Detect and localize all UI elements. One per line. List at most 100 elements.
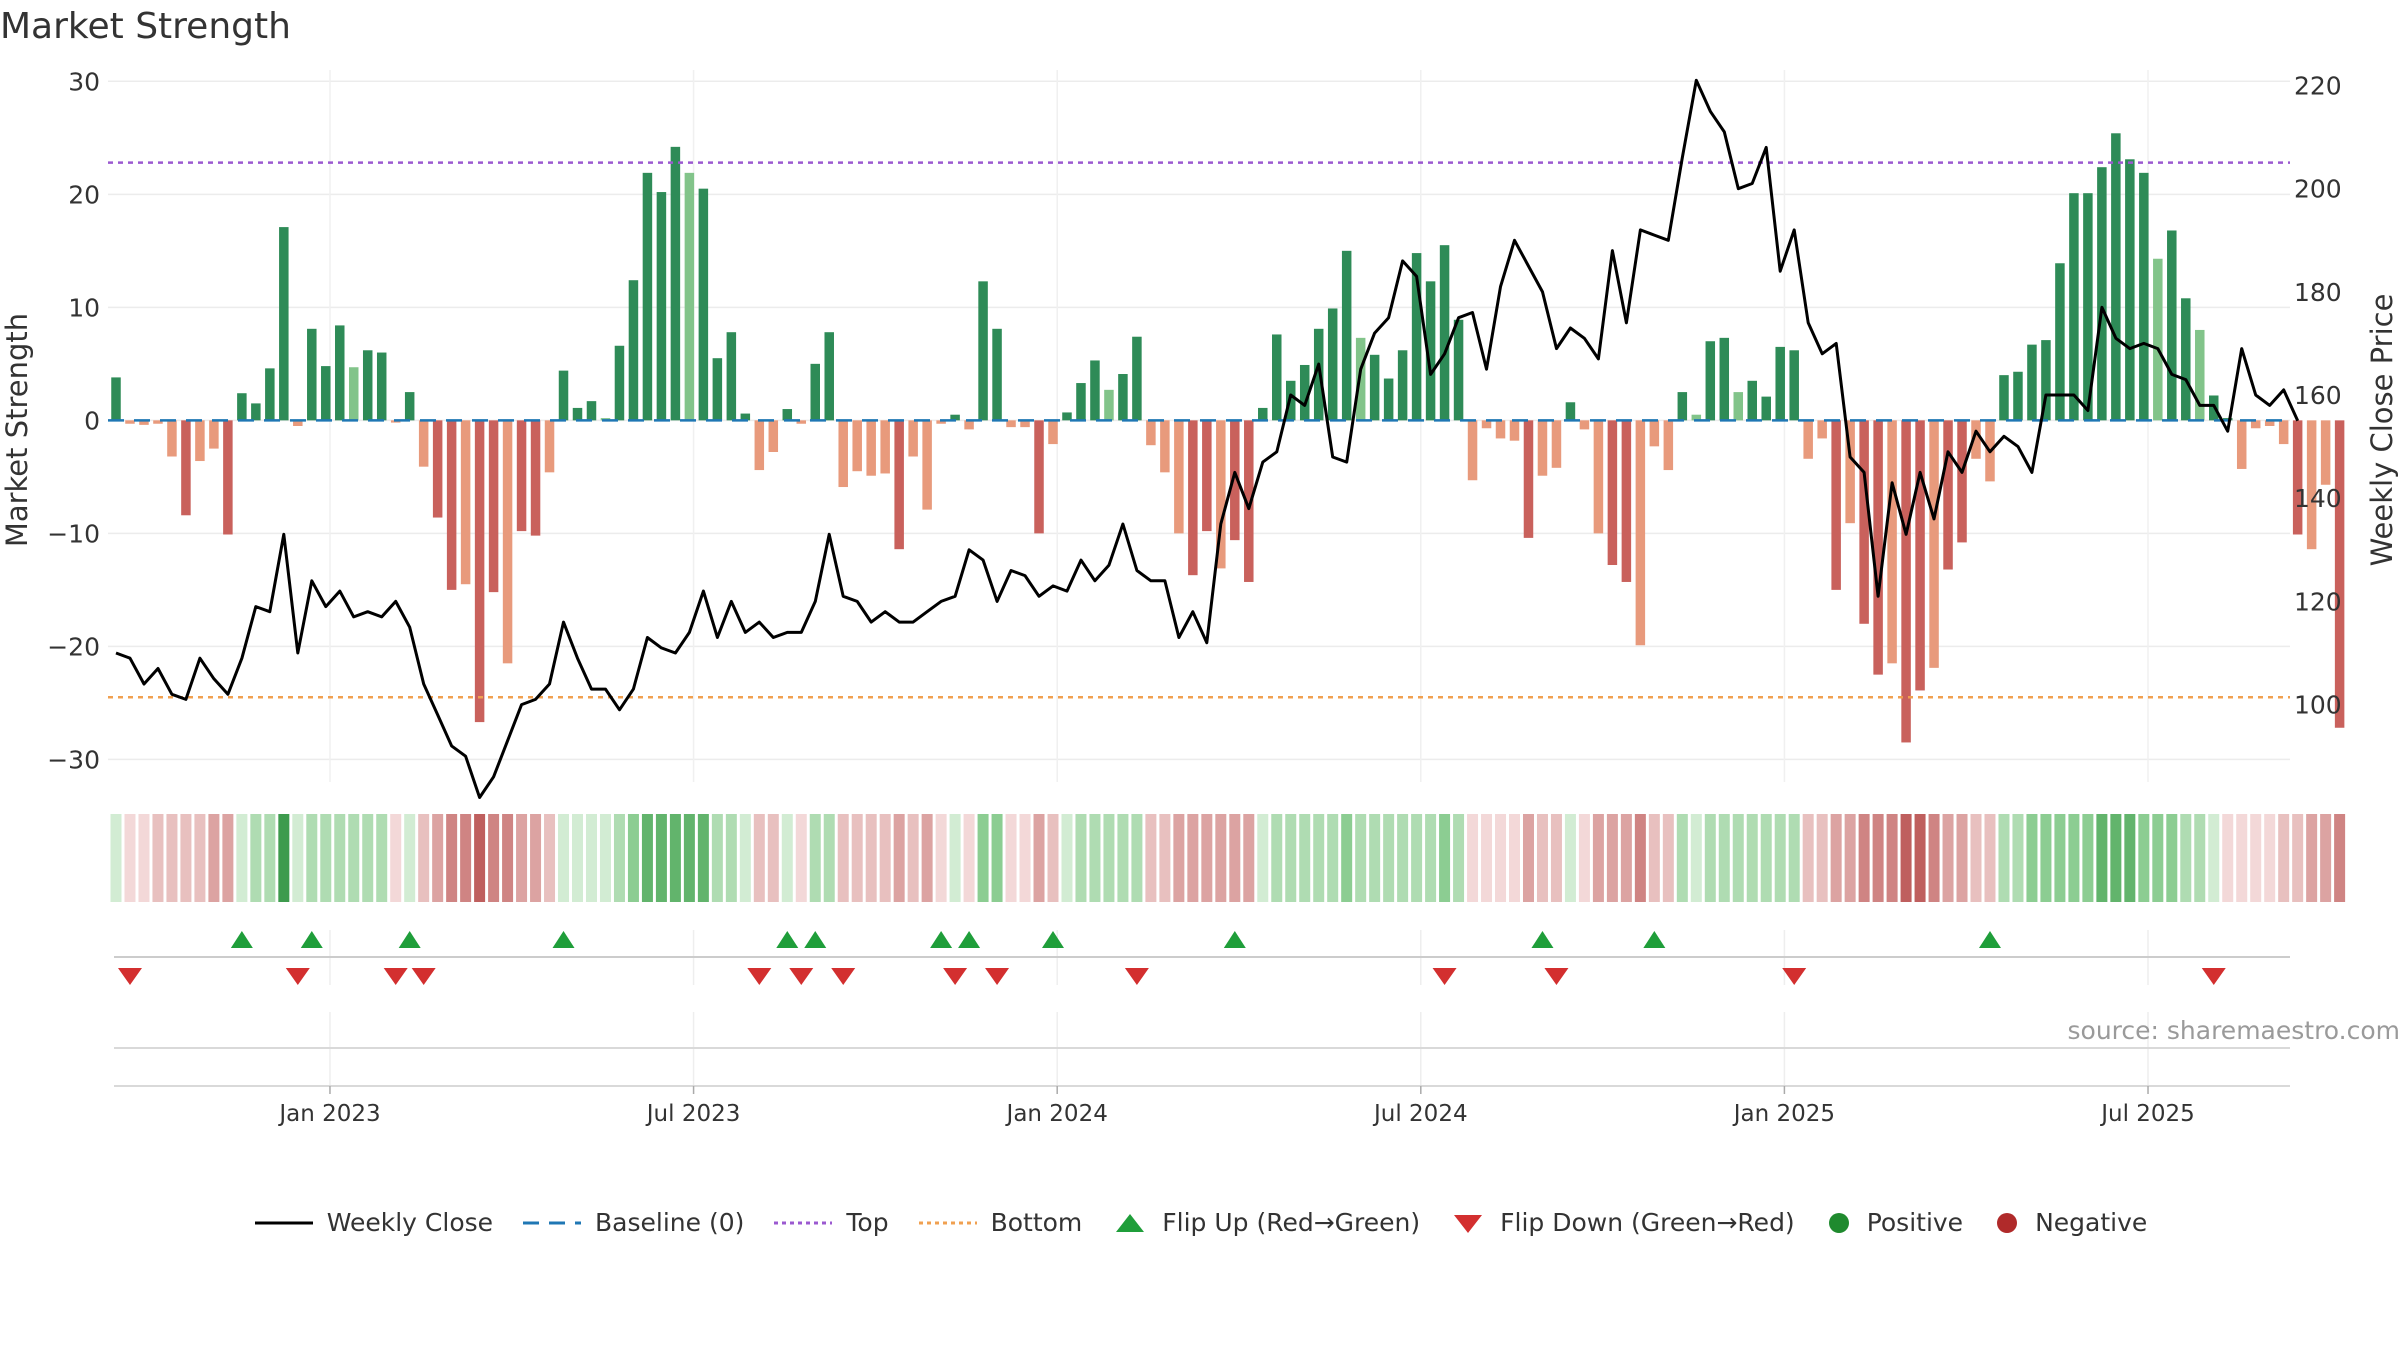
flip-up-marker — [958, 931, 981, 948]
flip-up-marker — [1041, 931, 1064, 948]
strength-bar — [2181, 298, 2191, 421]
strip-cell — [404, 814, 416, 902]
strength-bar — [614, 345, 625, 421]
strip-cell — [250, 814, 262, 902]
strength-strip — [110, 814, 2346, 902]
strength-bar — [195, 420, 205, 462]
strength-bar — [1803, 420, 1813, 459]
strip-cell — [1327, 814, 1339, 902]
strip-cell — [1271, 814, 1283, 902]
flip-down-marker — [117, 968, 142, 985]
strip-cell — [1760, 814, 1772, 902]
source-label: source: sharemaestro.com — [2067, 1016, 2400, 1045]
y-axis-title: Market Strength — [0, 313, 34, 547]
dotted-line-swatch-icon — [918, 1221, 977, 1224]
strength-bar — [740, 413, 751, 421]
legend-positive[interactable]: Positive — [1823, 1208, 1963, 1237]
strip-cell — [1634, 814, 1646, 902]
strip-cell — [1914, 814, 1926, 902]
strip-cell — [1481, 814, 1493, 902]
strength-bar — [1132, 336, 1142, 421]
strength-bar — [1873, 420, 1883, 675]
strength-bar — [670, 146, 681, 421]
strip-cell — [1900, 814, 1912, 902]
strength-bar — [1649, 420, 1660, 447]
strip-cell — [348, 814, 360, 902]
strength-bar — [1677, 392, 1688, 421]
strip-cell — [1229, 814, 1241, 902]
strength-bar — [1831, 420, 1841, 590]
strip-cell — [2166, 814, 2178, 902]
strength-bar — [796, 420, 807, 424]
strength-bar — [1034, 420, 1044, 534]
strip-cell — [1676, 814, 1688, 902]
strength-bar — [1705, 341, 1716, 421]
dotted-line-swatch-icon — [774, 1221, 833, 1224]
strength-bar — [768, 420, 779, 452]
strength-bar — [404, 392, 415, 421]
legend-flip-down[interactable]: Flip Down (Green→Red) — [1448, 1208, 1795, 1237]
strength-bar — [1635, 420, 1646, 646]
strip-cell — [432, 814, 444, 902]
legend-top[interactable]: Top — [772, 1208, 889, 1237]
legend-flip-up[interactable]: Flip Up (Red→Green) — [1110, 1208, 1420, 1237]
strip-cell — [474, 814, 486, 902]
strength-bar — [1174, 420, 1184, 534]
strip-cell — [1019, 814, 1031, 902]
strength-bar — [586, 401, 597, 421]
strength-bar — [1299, 364, 1310, 421]
legend-negative[interactable]: Negative — [1991, 1208, 2147, 1237]
strip-cell — [1522, 814, 1534, 902]
strip-cell — [1830, 814, 1842, 902]
strip-cell — [1005, 814, 1017, 902]
flip-up-marker — [1643, 931, 1666, 948]
strip-cell — [2180, 814, 2192, 902]
strip-cell — [1201, 814, 1213, 902]
strip-cell — [1411, 814, 1423, 902]
strength-bar — [1076, 383, 1086, 421]
strip-cell — [851, 814, 863, 902]
strip-cell — [110, 814, 122, 902]
strength-bar — [1020, 420, 1030, 428]
strip-cell — [1690, 814, 1702, 902]
strength-bar — [810, 363, 820, 421]
line-swatch-icon — [254, 1221, 313, 1224]
strength-bar — [125, 420, 135, 424]
strip-cell — [1788, 814, 1800, 902]
flip-up-marker — [930, 931, 953, 948]
strip-cell — [1998, 814, 2010, 902]
strip-cell — [2334, 814, 2346, 902]
strip-cell — [1578, 814, 1590, 902]
strength-bar — [1230, 420, 1240, 541]
strip-cell — [1257, 814, 1269, 902]
strip-cell — [767, 814, 779, 902]
strip-cell — [2152, 814, 2164, 902]
legend-label: Baseline (0) — [595, 1208, 745, 1237]
strip-cell — [1285, 814, 1297, 902]
strength-bar — [2125, 159, 2135, 421]
strip-cell — [2026, 814, 2038, 902]
strength-bar — [628, 280, 639, 421]
strip-cell — [1942, 814, 1954, 902]
legend-weekly-close[interactable]: Weekly Close — [253, 1208, 493, 1237]
legend-bottom[interactable]: Bottom — [917, 1208, 1082, 1237]
legend-label: Flip Down (Green→Red) — [1500, 1208, 1795, 1237]
strip-cell — [949, 814, 961, 902]
flip-up-marker — [776, 931, 799, 948]
strength-bar — [2292, 420, 2303, 535]
strength-bar — [726, 332, 737, 421]
flip-up-marker — [230, 931, 253, 948]
flip-down-marker — [285, 968, 310, 985]
strip-cell — [2278, 814, 2290, 902]
strip-cell — [278, 814, 290, 902]
y-tick-label: −30 — [47, 745, 100, 774]
legend-label: Top — [846, 1208, 889, 1237]
strip-cell — [991, 814, 1003, 902]
legend-baseline[interactable]: Baseline (0) — [521, 1208, 744, 1237]
strength-bar — [1579, 420, 1590, 430]
strength-bar — [502, 420, 513, 664]
strip-cell — [1089, 814, 1101, 902]
strength-bar — [348, 367, 359, 421]
strength-bar — [530, 420, 541, 536]
strip-cell — [795, 814, 807, 902]
